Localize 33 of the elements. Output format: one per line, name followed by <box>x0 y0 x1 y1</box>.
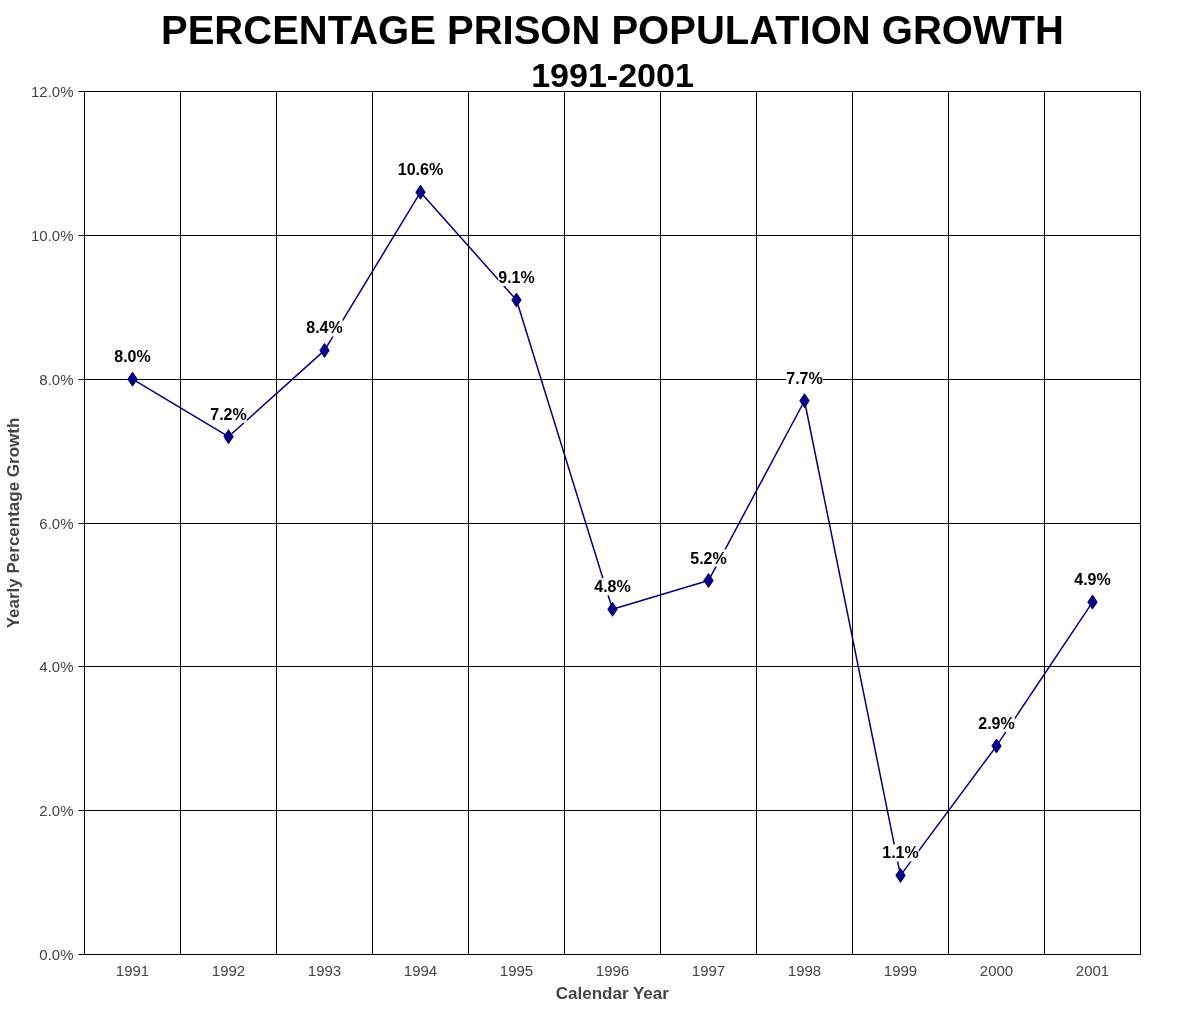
y-tick-label: 0.0% <box>39 946 74 963</box>
x-tick-label: 1999 <box>883 961 918 979</box>
data-label: 1.1% <box>882 844 919 862</box>
x-tick-label: 1991 <box>115 961 150 979</box>
data-label: 7.7% <box>786 369 823 387</box>
x-tick-label: 1998 <box>787 961 822 979</box>
data-label: 10.6% <box>397 161 444 179</box>
x-axis-title: Calendar Year <box>555 983 670 1003</box>
y-tick-label: 10.0% <box>30 226 74 244</box>
y-tick-label: 4.0% <box>39 658 74 676</box>
x-tick-label: 1995 <box>499 961 534 979</box>
y-tick-label: 12.0% <box>30 83 74 100</box>
data-label: 7.2% <box>210 405 247 423</box>
data-label: 9.1% <box>498 269 535 287</box>
x-tick-label: 1996 <box>595 961 630 979</box>
y-tick-label: 8.0% <box>39 370 74 388</box>
data-label: 8.4% <box>306 319 343 337</box>
x-tick-label: 1994 <box>403 961 438 979</box>
y-tick-label: 2.0% <box>39 802 74 820</box>
data-label: 4.9% <box>1074 571 1111 589</box>
chart-subtitle: 1991-2001 <box>531 55 694 94</box>
x-tick-label: 1993 <box>307 961 342 979</box>
x-tick-label: 1992 <box>211 961 246 979</box>
data-label: 8.0% <box>114 348 151 366</box>
y-tick-label: 6.0% <box>39 514 74 532</box>
data-label: 5.2% <box>690 549 727 567</box>
y-axis-title: Yearly Percentage Growth <box>3 417 23 629</box>
x-tick-label: 2000 <box>979 961 1014 979</box>
data-label: 2.9% <box>978 714 1015 732</box>
chart-title: PERCENTAGE PRISON POPULATION GROWTH <box>161 7 1065 52</box>
x-tick-label: 2001 <box>1075 961 1110 979</box>
x-tick-label: 1997 <box>691 961 726 979</box>
data-label: 4.8% <box>594 578 631 596</box>
